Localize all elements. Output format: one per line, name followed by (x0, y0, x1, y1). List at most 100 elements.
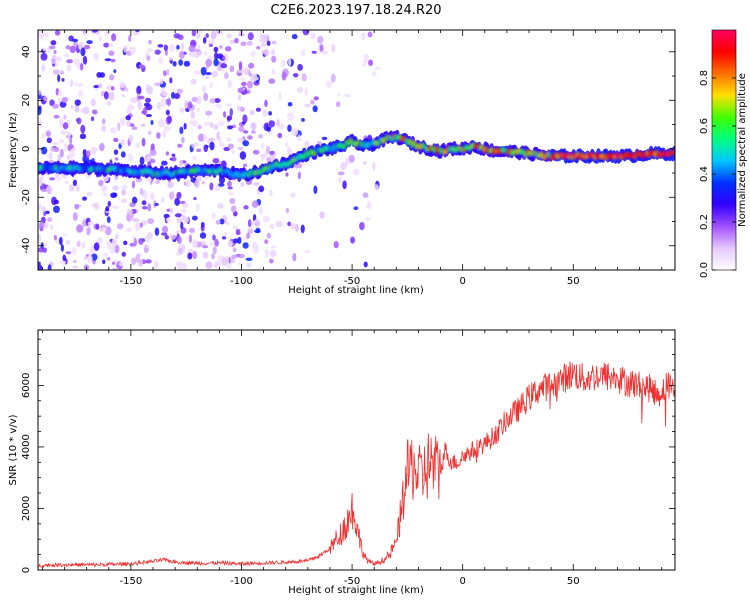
noise-blob (202, 245, 209, 249)
noise-blob (158, 57, 164, 64)
snr-point (408, 467, 411, 470)
noise-blob (65, 45, 71, 50)
noise-blob (38, 203, 42, 211)
noise-blob (208, 43, 214, 48)
noise-blob (113, 69, 117, 74)
noise-blob (145, 114, 152, 118)
noise-blob (59, 260, 66, 264)
colorbar-tick-label: 0.4 (699, 166, 710, 182)
noise-blob (287, 124, 292, 132)
bottom-x-axis: -150 -100 -50 0 50 (42, 330, 663, 587)
noise-blob (161, 225, 169, 234)
noise-blob (81, 242, 86, 249)
noise-blob (249, 109, 255, 116)
noise-blob (57, 74, 61, 83)
noise-blob (268, 78, 276, 84)
noise-blob (147, 218, 155, 225)
noise-blob (66, 59, 73, 64)
noise-blob (291, 127, 299, 137)
bottom-x-axis-label: Height of straight line (km) (288, 585, 424, 596)
snr-point (307, 560, 309, 562)
noise-blob (169, 207, 174, 214)
x-tick-label: -100 (230, 276, 253, 287)
noise-blob (45, 130, 51, 137)
noise-blob (287, 221, 292, 227)
noise-blob (161, 197, 165, 204)
colorbar-tick-label: 0.6 (699, 118, 710, 134)
x-tick-label: -150 (120, 276, 143, 287)
noise-blob (38, 233, 42, 242)
noise-blob (365, 217, 371, 221)
noise-blob (141, 137, 146, 147)
noise-blob (217, 120, 225, 126)
noise-blob (76, 240, 81, 248)
noise-blob (173, 33, 181, 39)
noise-blob (281, 71, 287, 81)
y-tick-label: 4000 (21, 434, 32, 459)
noise-blob (41, 188, 48, 193)
noise-blob (117, 122, 121, 132)
noise-blob (114, 244, 120, 254)
noise-blob (126, 209, 133, 215)
noise-blob (184, 99, 189, 109)
noise-blob (173, 92, 181, 100)
noise-blob (208, 137, 216, 142)
snr-point (404, 483, 406, 485)
noise-blob (116, 223, 124, 230)
noise-blob (120, 139, 126, 146)
noise-blob (52, 103, 60, 109)
noise-blob (112, 267, 118, 270)
noise-blob (111, 33, 117, 42)
noise-blob (62, 122, 69, 130)
noise-blob (106, 240, 112, 250)
noise-blob (119, 116, 126, 126)
noise-blob (227, 186, 233, 190)
noise-blob (135, 30, 140, 33)
noise-blob (135, 142, 140, 149)
snr-point (539, 387, 541, 390)
noise-blob (69, 137, 73, 146)
noise-blob (232, 247, 237, 253)
noise-blob (261, 34, 268, 43)
noise-blob (47, 264, 52, 270)
noise-blob (213, 58, 219, 67)
snr-point (263, 562, 265, 564)
noise-blob (242, 67, 250, 76)
noise-blob (181, 136, 185, 144)
noise-blob (214, 52, 219, 61)
noise-blob (53, 199, 60, 205)
noise-blob (219, 30, 224, 35)
noise-blob (128, 134, 134, 143)
noise-blob (218, 183, 225, 187)
noise-blob (145, 259, 152, 264)
noise-blob (209, 241, 214, 247)
noise-blob (165, 109, 170, 116)
noise-blob (112, 192, 118, 198)
noise-blob (236, 69, 244, 74)
snr-point (196, 562, 198, 564)
noise-blob (177, 143, 183, 148)
noise-blob (176, 88, 184, 94)
noise-blob (154, 49, 161, 55)
noise-blob (253, 182, 260, 186)
noise-blob (167, 181, 174, 189)
noise-blob (121, 184, 128, 190)
noise-blob (167, 115, 172, 124)
noise-blob (367, 31, 373, 38)
noise-blob (70, 105, 74, 109)
noise-blob (262, 109, 268, 117)
noise-blob (135, 222, 141, 231)
noise-blob (131, 126, 138, 131)
x-tick-label: -150 (120, 576, 143, 587)
ridge-mark (444, 149, 449, 155)
noise-blob (361, 32, 366, 41)
noise-blob (90, 98, 96, 107)
noise-blob (154, 227, 160, 236)
noise-blob (211, 211, 216, 219)
noise-blob (301, 117, 305, 122)
noise-blob (248, 225, 252, 231)
noise-blob (168, 191, 175, 200)
noise-blob (248, 62, 255, 69)
snr-point (152, 560, 154, 562)
noise-blob (203, 133, 208, 142)
